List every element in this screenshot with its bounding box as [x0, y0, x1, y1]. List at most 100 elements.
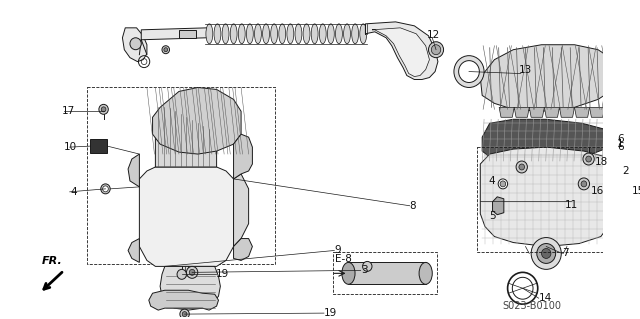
- Circle shape: [621, 182, 631, 192]
- Circle shape: [99, 104, 108, 114]
- Polygon shape: [148, 290, 218, 310]
- Text: 8: 8: [410, 201, 416, 211]
- Circle shape: [516, 161, 527, 173]
- Circle shape: [519, 164, 525, 170]
- Text: S023-B0100: S023-B0100: [502, 301, 561, 311]
- Circle shape: [624, 184, 628, 189]
- Ellipse shape: [335, 24, 342, 44]
- Polygon shape: [545, 108, 559, 117]
- Circle shape: [500, 181, 506, 187]
- Text: 12: 12: [427, 30, 440, 40]
- Bar: [477, 147, 618, 252]
- Polygon shape: [575, 108, 589, 117]
- Text: 4: 4: [489, 176, 495, 186]
- Circle shape: [583, 153, 595, 165]
- Text: 14: 14: [539, 293, 552, 303]
- Ellipse shape: [262, 24, 269, 44]
- Ellipse shape: [246, 24, 253, 44]
- Text: 13: 13: [519, 64, 532, 75]
- Polygon shape: [234, 174, 248, 247]
- Polygon shape: [605, 108, 620, 117]
- Ellipse shape: [303, 24, 310, 44]
- Ellipse shape: [295, 24, 302, 44]
- Polygon shape: [234, 239, 252, 260]
- Circle shape: [102, 186, 108, 192]
- Text: 19: 19: [324, 308, 337, 318]
- Polygon shape: [160, 266, 220, 310]
- Ellipse shape: [279, 24, 285, 44]
- Circle shape: [431, 45, 441, 55]
- Circle shape: [498, 179, 508, 189]
- Text: 16: 16: [591, 186, 604, 196]
- Circle shape: [541, 249, 551, 258]
- Polygon shape: [493, 197, 504, 215]
- Circle shape: [164, 48, 168, 52]
- Text: 11: 11: [565, 200, 579, 210]
- Circle shape: [363, 261, 372, 271]
- Polygon shape: [128, 154, 140, 187]
- Text: 9: 9: [334, 246, 341, 256]
- Ellipse shape: [230, 24, 237, 44]
- Text: 1: 1: [617, 139, 623, 149]
- Polygon shape: [529, 108, 545, 117]
- Polygon shape: [365, 22, 438, 79]
- Text: 6: 6: [617, 134, 623, 144]
- Ellipse shape: [222, 24, 229, 44]
- Text: 4: 4: [70, 187, 77, 197]
- Circle shape: [177, 269, 186, 279]
- Bar: [90, 139, 108, 153]
- Text: E-8: E-8: [335, 255, 352, 264]
- Ellipse shape: [319, 24, 326, 44]
- Bar: [179, 30, 196, 38]
- Text: 2: 2: [623, 166, 629, 176]
- Text: 5: 5: [489, 211, 495, 221]
- Ellipse shape: [255, 24, 261, 44]
- Polygon shape: [589, 108, 605, 117]
- Ellipse shape: [287, 24, 294, 44]
- Circle shape: [180, 309, 189, 319]
- Text: 17: 17: [62, 106, 76, 116]
- Text: 3: 3: [361, 265, 367, 275]
- Circle shape: [578, 178, 589, 190]
- Ellipse shape: [344, 24, 351, 44]
- Polygon shape: [128, 239, 140, 263]
- Polygon shape: [482, 119, 611, 161]
- Circle shape: [586, 156, 591, 162]
- Ellipse shape: [342, 263, 355, 284]
- Ellipse shape: [311, 24, 318, 44]
- Text: 18: 18: [595, 157, 609, 167]
- Ellipse shape: [360, 24, 367, 44]
- Polygon shape: [122, 28, 147, 62]
- Text: 10: 10: [64, 142, 77, 152]
- Polygon shape: [559, 108, 575, 117]
- Ellipse shape: [206, 24, 212, 44]
- Circle shape: [186, 266, 198, 278]
- Text: FR.: FR.: [42, 256, 62, 266]
- Circle shape: [454, 56, 484, 87]
- Text: 7: 7: [562, 249, 569, 258]
- Polygon shape: [152, 87, 241, 154]
- Polygon shape: [234, 134, 252, 179]
- Circle shape: [429, 42, 444, 58]
- Polygon shape: [514, 108, 529, 117]
- Circle shape: [189, 269, 195, 275]
- Polygon shape: [141, 28, 207, 40]
- Circle shape: [130, 38, 141, 50]
- Ellipse shape: [328, 24, 334, 44]
- Ellipse shape: [419, 263, 432, 284]
- Circle shape: [162, 46, 170, 54]
- Text: 15: 15: [632, 186, 640, 196]
- Bar: [348, 263, 426, 284]
- Text: 6: 6: [617, 142, 623, 152]
- Ellipse shape: [271, 24, 278, 44]
- Ellipse shape: [214, 24, 221, 44]
- Circle shape: [459, 61, 479, 83]
- Bar: [86, 87, 275, 264]
- Circle shape: [531, 238, 561, 269]
- Circle shape: [581, 181, 587, 187]
- Polygon shape: [480, 45, 612, 111]
- Polygon shape: [156, 108, 216, 167]
- Ellipse shape: [352, 24, 358, 44]
- Polygon shape: [499, 108, 514, 117]
- Polygon shape: [480, 147, 612, 247]
